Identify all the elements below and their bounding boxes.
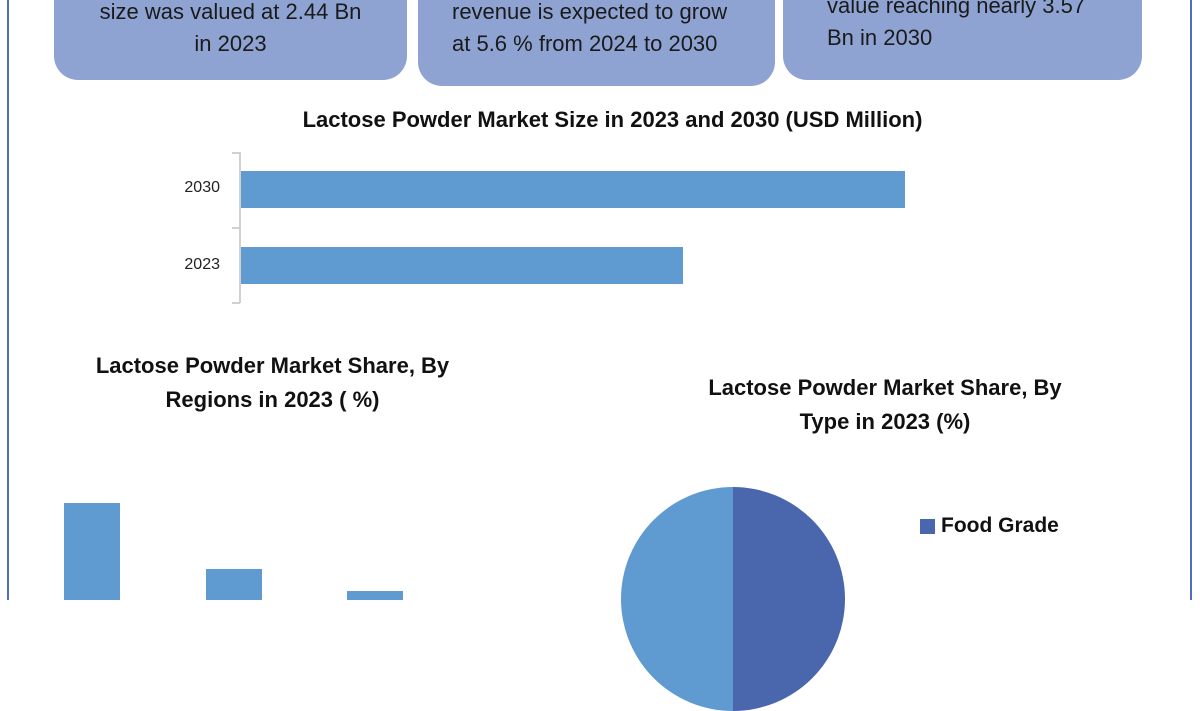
legend-label-food-grade: Food Grade <box>941 514 1059 537</box>
title-line: Type in 2023 (%) <box>799 409 971 434</box>
region-bar <box>206 569 262 600</box>
type-pie-chart <box>621 487 845 711</box>
growth-rate-card: revenue is expected to grow at 5.6 % fro… <box>418 0 775 86</box>
category-label-2023: 2023 <box>184 256 220 273</box>
card-text-line: Bn in 2030 <box>827 25 933 50</box>
pie-slice-food-grade <box>733 487 845 711</box>
legend-swatch-icon <box>920 518 935 534</box>
title-line: Lactose Powder Market Share, By <box>708 375 1062 400</box>
frame-border-right <box>1190 0 1192 600</box>
type-chart-title: Lactose Powder Market Share, By Type in … <box>665 371 1105 439</box>
region-bar-chart <box>0 0 600 600</box>
title-line: Lactose Powder Market Share, By <box>95 353 450 378</box>
forecast-value-card: value reaching nearly 3.57 Bn in 2030 <box>783 0 1142 80</box>
title-line: Regions in 2023 ( %) <box>165 387 380 412</box>
card-text-line: value reaching nearly 3.57 <box>827 0 1086 18</box>
frame-border-left <box>7 0 9 600</box>
region-chart-title: Lactose Powder Market Share, By Regions … <box>50 349 495 417</box>
region-bar <box>64 503 120 600</box>
pie-slice-other <box>621 487 733 711</box>
card-text-line: revenue is expected to grow <box>452 0 728 24</box>
y-axis-line <box>239 152 241 303</box>
bar-2030 <box>241 171 905 208</box>
axis-tick <box>232 302 240 304</box>
bar-2023 <box>241 247 683 284</box>
card-text-line: at 5.6 % from 2024 to 2030 <box>452 31 718 56</box>
card-text-line: in 2023 <box>194 31 267 56</box>
card-text-line: size was valued at 2.44 Bn <box>99 0 362 24</box>
axis-tick <box>232 152 240 154</box>
market-size-card: size was valued at 2.44 Bn in 2023 <box>54 0 407 80</box>
category-label-2030: 2030 <box>184 179 220 196</box>
pie-legend: Food Grade <box>920 514 1059 538</box>
axis-tick <box>232 227 240 229</box>
market-size-chart-title: Lactose Powder Market Size in 2023 and 2… <box>302 107 923 132</box>
region-bar <box>347 591 403 600</box>
